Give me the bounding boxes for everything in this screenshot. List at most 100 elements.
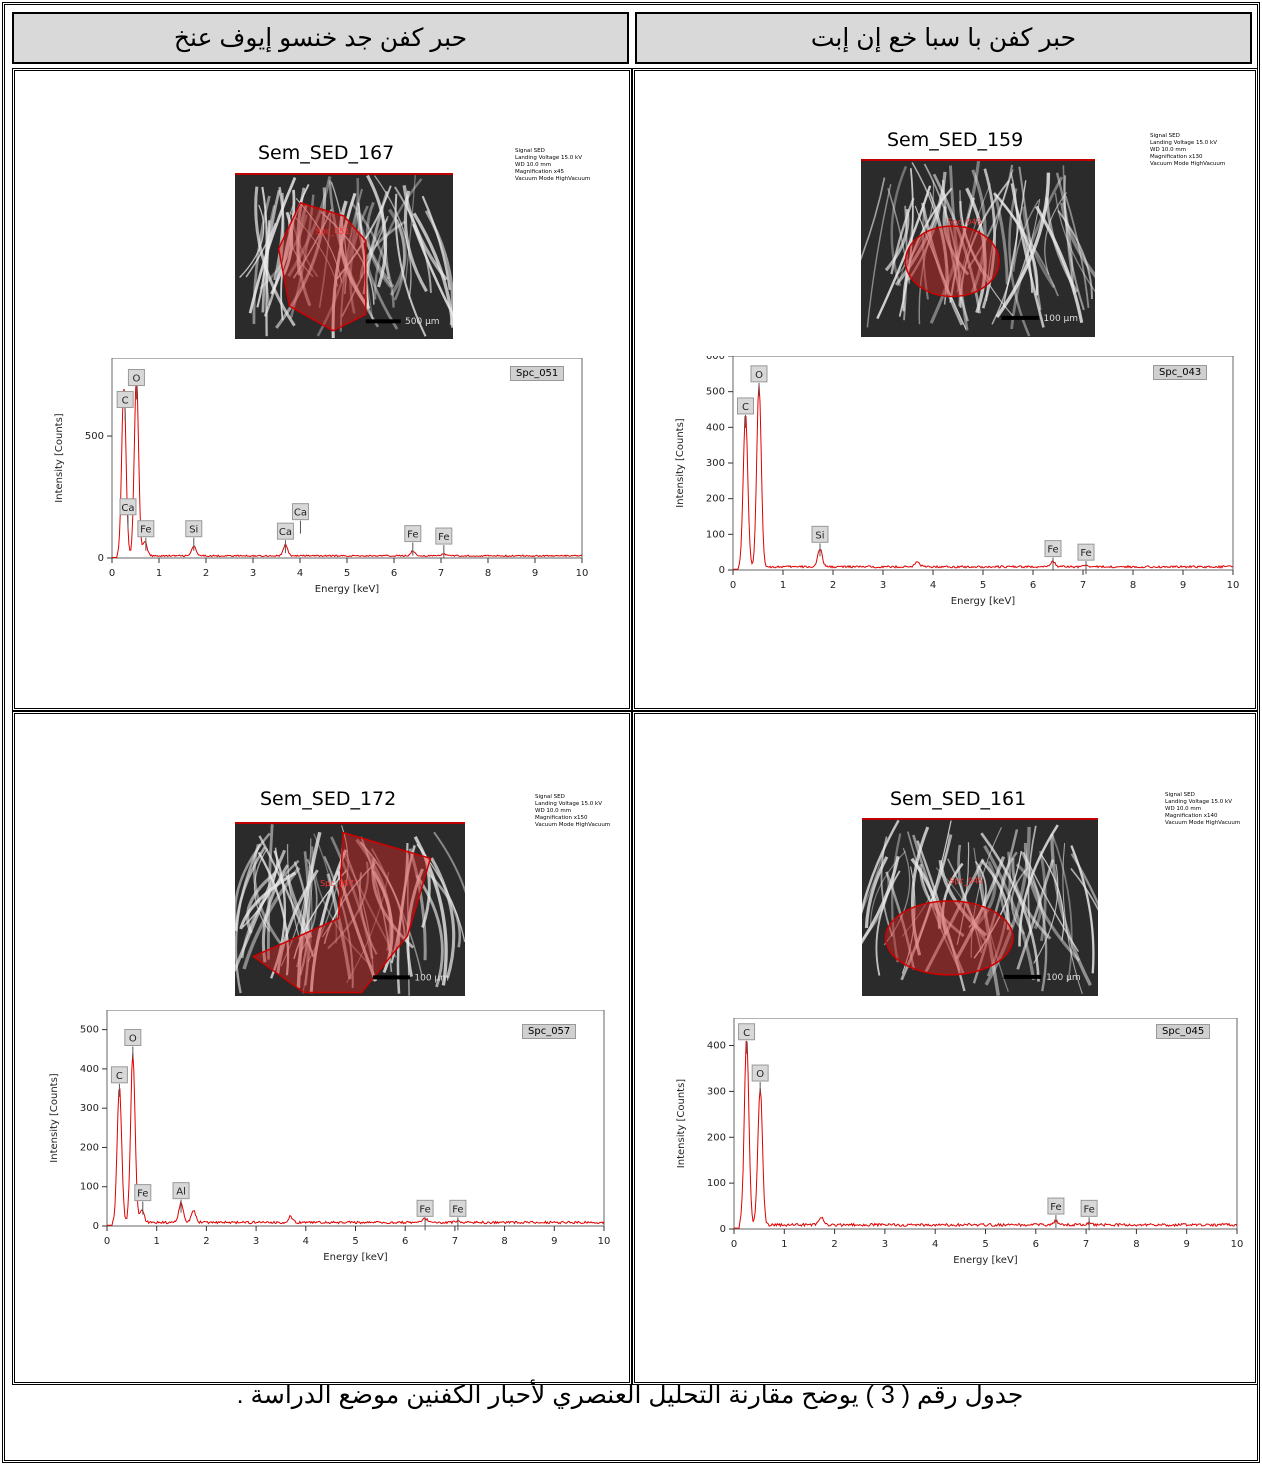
y-tick-label: 100 [80, 1182, 99, 1193]
sem-metadata: Signal SED Landing Voltage 15.0 kV WD 10.0… [515, 148, 590, 183]
fiber-strand [902, 187, 953, 312]
y-tick-label: 500 [706, 387, 725, 398]
fiber-strand [1022, 206, 1056, 289]
y-tick-label: 400 [80, 1064, 99, 1075]
fiber-strand [257, 851, 290, 976]
fiber-strand [1062, 843, 1083, 995]
fiber-strand [357, 202, 370, 306]
peak-element-label: Si [189, 525, 198, 536]
fiber-strand [1051, 833, 1073, 982]
peak-element-label: Fe [1050, 1202, 1061, 1213]
plot-area [733, 1018, 1238, 1230]
fiber-strand [296, 831, 322, 989]
fiber-strand [421, 195, 451, 290]
peak-label-box [751, 1064, 769, 1082]
scale-bar-label: 500 µm [405, 317, 440, 327]
scale-bar-label: 100 µm [1044, 314, 1079, 324]
x-tick-label: 3 [250, 568, 256, 579]
fiber-strand [984, 826, 1031, 986]
scale-bar [1001, 315, 1039, 320]
fiber-strand [862, 856, 900, 945]
y-tick-label: 0 [98, 553, 104, 564]
sem-micrograph: Spc_051 500 µm [235, 173, 453, 339]
fiber-strand [358, 872, 378, 955]
fiber-strand [1027, 825, 1037, 935]
fiber-strand [1016, 859, 1055, 970]
y-axis-label: Intensity [Counts] [676, 1079, 687, 1169]
fiber-strand [340, 848, 397, 958]
peak-label-box [416, 1199, 434, 1217]
sem-image-title: Sem_SED_172 [260, 788, 397, 810]
fiber-strand [346, 871, 390, 984]
fiber-strand [1062, 165, 1076, 295]
fiber-strand [862, 820, 900, 915]
fiber-strand [318, 212, 332, 308]
peak-element-label: Fe [452, 1204, 463, 1215]
roi-region [884, 900, 1014, 976]
peak-label-box [1077, 543, 1095, 561]
fiber-strand [972, 829, 1019, 984]
fiber-strand [292, 209, 333, 279]
fiber-strand [976, 865, 1001, 996]
fiber-strand [286, 844, 301, 943]
sem-metadata-line: Signal SED [535, 794, 565, 800]
sem-image-title: Sem_SED_161 [890, 788, 1027, 810]
peak-element-label: Fe [407, 530, 418, 541]
roi-label: Spc_057 [320, 879, 354, 888]
fiber-strand [890, 197, 915, 275]
fiber-strand [928, 191, 949, 295]
spectrum-id-badge: Spc_051 [510, 366, 565, 381]
fiber-strand [287, 176, 332, 277]
peak-label-box [435, 527, 453, 545]
fiber-strand [245, 222, 277, 278]
fiber-strand [355, 838, 393, 951]
fiber-strand [323, 855, 354, 988]
fiber-strand [970, 827, 1002, 958]
y-tick-label: 200 [80, 1142, 99, 1153]
fiber-strand [875, 870, 901, 976]
peak-label-box [276, 522, 294, 540]
eds-spectrum-chart: 0 1 2 3 4 5 6 7 8 9 10 0 500 Energy [keV] Intensity [C… [54, 358, 588, 595]
x-tick-label: 7 [1083, 1239, 1089, 1250]
sem-metadata-line: WD 10.0 mm [1165, 806, 1202, 812]
x-tick-label: 6 [1030, 580, 1036, 591]
fiber-strand [412, 212, 453, 328]
fiber-strand [413, 835, 448, 986]
sem-micrograph-svg: Spc_043 100 µm [861, 161, 1095, 337]
fiber-strand [1055, 172, 1074, 287]
peak-element-label: O [129, 1033, 137, 1044]
x-axis-label: Energy [keV] [951, 596, 1016, 607]
spectrum-id-badge: Spc_043 [1153, 365, 1208, 380]
fiber-strand [415, 874, 444, 988]
fiber-strand [884, 208, 910, 272]
fiber-strand [295, 846, 314, 968]
peak-element-label: Ca [294, 508, 307, 519]
x-tick-label: 10 [1231, 1239, 1244, 1250]
peak-label-box [124, 1028, 142, 1046]
peak-element-label: Fe [1080, 548, 1091, 559]
sem-micrograph-svg: Spc_051 500 µm [239, 175, 453, 339]
x-tick-label: 1 [154, 1236, 160, 1247]
peak-element-label: O [755, 370, 763, 381]
fiber-strand [254, 186, 296, 327]
peak-label-box [291, 503, 309, 521]
plot-area [111, 358, 583, 559]
y-tick-label: 100 [706, 529, 725, 540]
x-axis-label: Energy [keV] [953, 1255, 1018, 1266]
x-tick-label: 3 [882, 1239, 888, 1250]
peak-label-box [404, 525, 422, 543]
sem-metadata: Signal SED Landing Voltage 15.0 kV WD 10.0… [535, 794, 610, 829]
fiber-strand [959, 200, 991, 281]
sem-metadata-line: WD 10.0 mm [515, 162, 552, 168]
fiber-strand [942, 206, 970, 276]
x-tick-label: 2 [203, 568, 209, 579]
fiber-strand [949, 197, 976, 303]
x-tick-label: 1 [781, 1239, 787, 1250]
fiber-strand [924, 858, 985, 973]
spectrum-line [107, 1053, 605, 1226]
sem-metadata-line: Vacuum Mode HighVacuum [535, 822, 611, 828]
fiber-strand [995, 172, 1051, 318]
x-tick-label: 0 [730, 580, 736, 591]
y-tick-label: 400 [707, 1041, 726, 1052]
y-tick-label: 500 [85, 431, 104, 442]
